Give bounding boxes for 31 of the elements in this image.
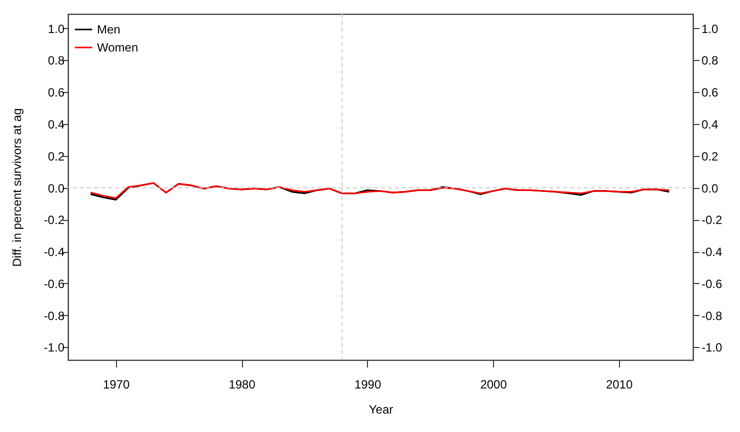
x-tick-label: 1980 — [228, 378, 256, 392]
y2-tick-label: -0.8 — [702, 308, 723, 323]
y2-tick-label: 0.2 — [702, 149, 719, 164]
legend-label: Women — [97, 40, 138, 54]
y2-tick-label: 1.0 — [702, 22, 719, 36]
x-tick-label: 2000 — [480, 378, 508, 392]
y2-tick-label: -1.0 — [702, 340, 723, 355]
x-tick-label: 2010 — [606, 378, 633, 392]
y-tick-label: 0.2 — [48, 149, 65, 164]
legend-label: Men — [97, 22, 120, 36]
y2-tick-label: -0.4 — [702, 245, 723, 260]
y2-tick-label: -0.2 — [702, 213, 723, 228]
y-tick-label: 0.8 — [48, 54, 65, 68]
x-tick-label: 1990 — [354, 378, 382, 392]
y2-tick-label: 0.0 — [702, 181, 719, 196]
y-tick-label: 1.0 — [48, 22, 65, 36]
y-tick-label: -0.2 — [44, 213, 65, 228]
y-tick-label: -0.6 — [44, 276, 65, 291]
x-axis-title: Year — [368, 402, 394, 416]
y-tick-label: -1.0 — [44, 340, 65, 355]
y2-tick-label: 0.6 — [702, 86, 719, 100]
y-tick-label: -0.4 — [44, 245, 65, 260]
y-axis-title: Diff. in percent survivors at ag — [10, 108, 24, 267]
y2-tick-label: 0.8 — [702, 54, 719, 68]
y2-tick-label: 0.4 — [702, 118, 719, 132]
y-tick-label: 0.6 — [48, 86, 65, 100]
y2-tick-label: -0.6 — [702, 276, 723, 291]
y-tick-label: 0.0 — [48, 181, 65, 196]
x-tick-label: 1970 — [102, 378, 130, 392]
y-tick-label: -0.8 — [44, 308, 65, 323]
y-tick-label: 0.4 — [48, 118, 65, 132]
